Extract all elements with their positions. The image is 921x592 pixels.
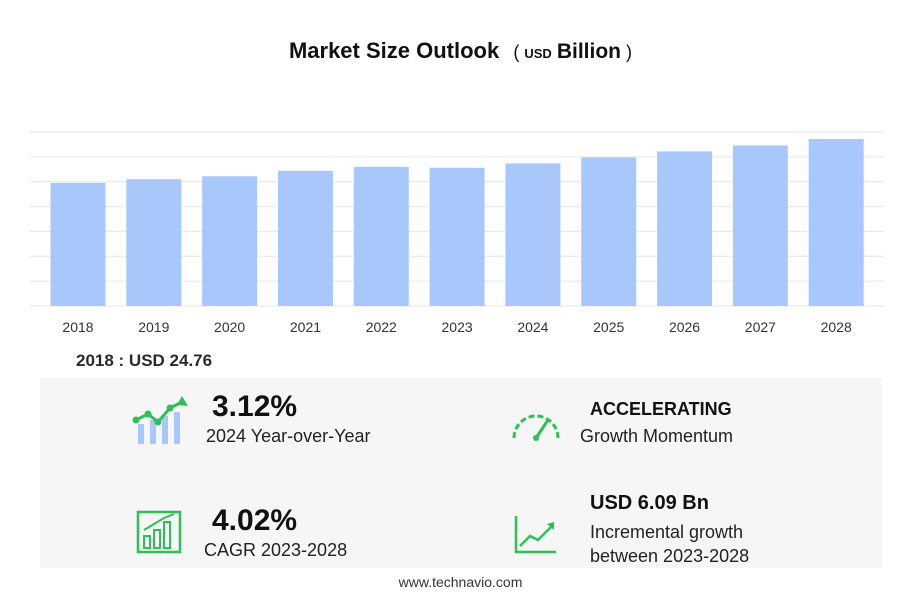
speedometer-icon (512, 414, 560, 441)
bar-2018 (50, 182, 106, 306)
growth-bars-icon (132, 396, 188, 444)
chart-title-unit: ( USD Billion ) (513, 40, 633, 63)
bar-2028 (808, 138, 864, 306)
bar-2024 (505, 163, 561, 306)
x-tick-label: 2026 (669, 319, 700, 335)
bar-2027 (732, 145, 788, 306)
bar-2023 (429, 167, 485, 306)
footer-source: www.technavio.com (398, 574, 523, 590)
x-tick-label: 2019 (138, 319, 169, 335)
bar-2025 (581, 157, 637, 306)
bar-chart: 2018 2019 2020 2021 2022 2023 2024 2025 2026 2027… (30, 131, 884, 335)
incremental-label-line1: Incremental growth (590, 522, 744, 542)
incremental-label-line2: between 2023-2028 (590, 546, 750, 566)
x-tick-label: 2020 (214, 319, 245, 335)
x-tick-label: 2028 (821, 319, 852, 335)
bar-chart-icon (136, 510, 182, 554)
chart-title: Market Size Outlook ( USD Billion ) (0, 38, 921, 64)
trend-up-icon (514, 516, 556, 554)
momentum-label: Growth Momentum (580, 426, 734, 446)
cagr-label: CAGR 2023-2028 (204, 540, 348, 560)
bar-2022 (353, 166, 409, 306)
x-tick-label: 2022 (366, 319, 397, 335)
x-tick-label: 2027 (745, 319, 776, 335)
x-tick-label: 2024 (517, 319, 548, 335)
momentum-value: ACCELERATING (590, 399, 732, 419)
x-tick-label: 2021 (290, 319, 321, 335)
bar-2019 (126, 179, 182, 306)
x-tick-label: 2025 (593, 319, 624, 335)
yoy-value: 3.12% (212, 390, 298, 423)
bar-2026 (657, 151, 713, 306)
base-year-value: 2018 : USD 24.76 (76, 351, 213, 370)
x-tick-label: 2018 (62, 319, 93, 335)
bar-2021 (277, 170, 333, 306)
bar-2020 (202, 176, 258, 306)
incremental-value: USD 6.09 Bn (590, 492, 709, 514)
chart-title-text: Market Size Outlook (288, 38, 500, 63)
stats-panel: 3.12% 2024 Year-over-Year ACCELERATING G… (40, 378, 882, 568)
x-tick-label: 2023 (442, 319, 473, 335)
cagr-value: 4.02% (212, 504, 298, 537)
yoy-label: 2024 Year-over-Year (206, 426, 371, 446)
